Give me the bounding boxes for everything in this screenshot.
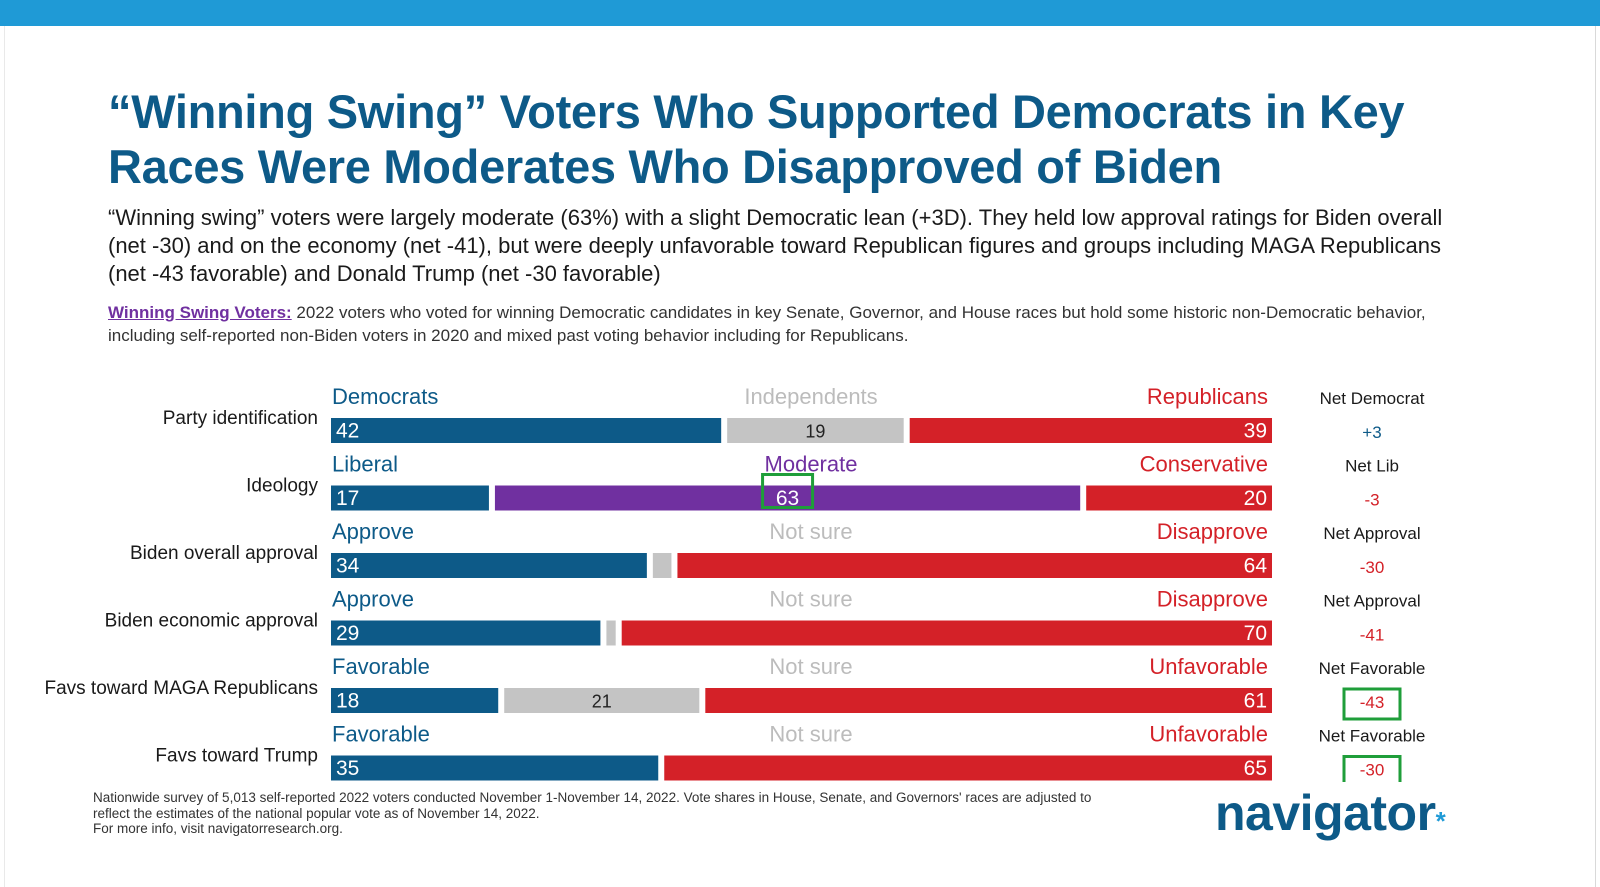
footnote-line-3: For more info, visit navigatorresearch.o… bbox=[93, 821, 343, 836]
definition: Winning Swing Voters: 2022 voters who vo… bbox=[108, 301, 1488, 347]
category-label: Unfavorable bbox=[1149, 654, 1268, 679]
data-label: 63 bbox=[776, 487, 799, 510]
bar-segment bbox=[652, 553, 672, 578]
bar-segment bbox=[621, 620, 1272, 646]
net-highlight-box bbox=[1342, 755, 1402, 782]
row-label: Favs toward Trump bbox=[155, 746, 318, 767]
footnote-line-1: Nationwide survey of 5,013 self-reported… bbox=[93, 790, 1092, 805]
logo-text: navigator bbox=[1215, 785, 1436, 841]
net-highlight-box bbox=[1342, 687, 1402, 721]
net-value: +3 bbox=[1362, 423, 1381, 442]
row-label: Favs toward MAGA Republicans bbox=[44, 678, 318, 699]
data-label: 64 bbox=[1244, 555, 1268, 578]
data-label: 17 bbox=[336, 487, 359, 510]
category-label: Disapprove bbox=[1157, 519, 1268, 544]
category-label: Not sure bbox=[769, 654, 852, 679]
data-label: 34 bbox=[336, 555, 360, 578]
stacked-bar-chart: Party identification Democrats Independent… bbox=[44, 384, 1426, 782]
category-label: Liberal bbox=[332, 452, 398, 477]
net-header: Net Lib bbox=[1345, 457, 1399, 476]
navigator-logo: navigator* bbox=[1215, 784, 1446, 842]
net-header: Net Approval bbox=[1323, 524, 1420, 543]
category-label: Favorable bbox=[332, 654, 430, 679]
bar-segment bbox=[331, 553, 647, 578]
page-title: “Winning Swing” Voters Who Supported Dem… bbox=[108, 85, 1405, 193]
subtitle: “Winning swing” voters were largely mode… bbox=[108, 205, 1443, 286]
bar-segment bbox=[606, 620, 616, 646]
category-label: Moderate bbox=[765, 452, 858, 477]
data-label: 19 bbox=[805, 422, 825, 442]
definition-label: Winning Swing Voters: bbox=[108, 303, 292, 322]
definition-text: 2022 voters who voted for winning Democr… bbox=[108, 303, 1426, 345]
footnote: Nationwide survey of 5,013 self-reported… bbox=[93, 790, 1203, 837]
data-label: 29 bbox=[336, 622, 359, 645]
slide-border-left bbox=[4, 26, 5, 887]
data-label: 18 bbox=[336, 690, 359, 713]
slide-border-right bbox=[1595, 26, 1596, 887]
bar-segment bbox=[504, 688, 700, 713]
bar-segment bbox=[677, 553, 1272, 578]
category-label: Not sure bbox=[769, 722, 852, 747]
category-label: Disapprove bbox=[1157, 587, 1268, 612]
net-value: -43 bbox=[1360, 693, 1385, 712]
bar-segment bbox=[909, 418, 1272, 443]
category-label: Democrats bbox=[332, 384, 438, 409]
net-value: -41 bbox=[1360, 626, 1385, 645]
category-label: Approve bbox=[332, 519, 414, 544]
bar-segment bbox=[331, 418, 722, 443]
net-header: Net Favorable bbox=[1319, 727, 1426, 746]
category-label: Not sure bbox=[769, 519, 852, 544]
net-header: Net Favorable bbox=[1319, 659, 1426, 678]
row-label: Biden overall approval bbox=[130, 543, 318, 564]
category-label: Favorable bbox=[332, 722, 430, 747]
data-label: 65 bbox=[1244, 757, 1267, 780]
net-value: -30 bbox=[1360, 761, 1385, 780]
data-label: 35 bbox=[336, 757, 359, 780]
category-label: Independents bbox=[744, 384, 877, 409]
highlight-box bbox=[761, 473, 815, 509]
bar-segment bbox=[664, 755, 1272, 781]
category-label: Approve bbox=[332, 587, 414, 612]
category-label: Unfavorable bbox=[1149, 722, 1268, 747]
footnote-line-2: reflect the estimates of the national po… bbox=[93, 805, 540, 821]
net-value: -3 bbox=[1364, 491, 1379, 510]
bar-segment bbox=[331, 620, 601, 646]
data-label: 61 bbox=[1244, 690, 1267, 713]
bar-segment bbox=[1086, 485, 1272, 511]
bar-segment bbox=[727, 418, 904, 443]
data-label: 39 bbox=[1244, 420, 1267, 443]
bar-segment bbox=[705, 688, 1272, 713]
bar-segment bbox=[331, 688, 499, 713]
net-header: Net Approval bbox=[1323, 592, 1420, 611]
row-label: Party identification bbox=[163, 408, 318, 429]
top-accent-bar bbox=[0, 0, 1600, 26]
row-label: Biden economic approval bbox=[105, 611, 318, 632]
row-label: Ideology bbox=[246, 476, 318, 497]
category-label: Not sure bbox=[769, 587, 852, 612]
data-label: 21 bbox=[592, 692, 612, 712]
net-value: -30 bbox=[1360, 558, 1385, 577]
net-header: Net Democrat bbox=[1320, 389, 1425, 408]
category-label: Conservative bbox=[1140, 452, 1268, 477]
data-label: 70 bbox=[1244, 622, 1267, 645]
category-label: Republicans bbox=[1147, 384, 1268, 409]
data-label: 42 bbox=[336, 420, 359, 443]
data-label: 20 bbox=[1244, 487, 1267, 510]
bar-segment bbox=[331, 485, 489, 511]
bar-segment bbox=[331, 755, 659, 781]
logo-mark: * bbox=[1435, 806, 1446, 836]
